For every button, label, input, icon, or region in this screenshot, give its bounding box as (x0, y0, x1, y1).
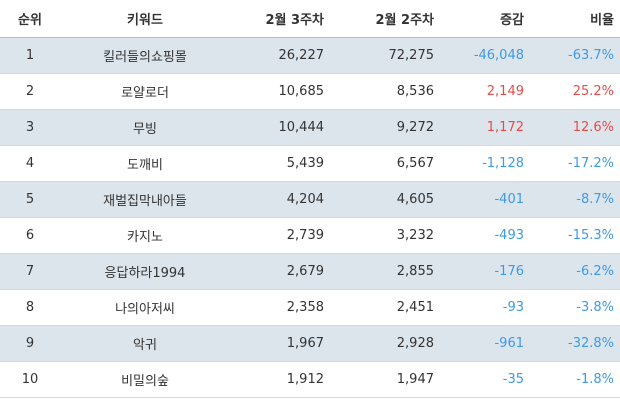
cell-ratio: -8.7% (576, 191, 614, 207)
cell-ratio: -15.3% (568, 227, 614, 243)
table-row: 1 킬러들의쇼핑몰 26,227 72,275 -46,048 -63.7% (0, 37, 620, 73)
cell-week2: 4,605 (396, 191, 434, 207)
cell-keyword: 도깨비 (127, 157, 163, 173)
cell-ratio: -17.2% (568, 155, 614, 171)
cell-week2: 72,275 (388, 47, 435, 63)
cell-week2: 3,232 (396, 227, 434, 243)
cell-ratio: -6.2% (576, 263, 614, 279)
cell-keyword: 나의아저씨 (115, 301, 175, 317)
cell-rank: 3 (25, 119, 35, 135)
cell-week2: 1,947 (396, 371, 434, 387)
cell-week2: 6,567 (396, 155, 434, 171)
cell-rank: 9 (25, 335, 35, 351)
cell-keyword: 악귀 (133, 337, 157, 353)
header-keyword: 키워드 (60, 0, 230, 38)
table-header: 순위 키워드 2월 3주차 2월 2주차 증감 비율 (0, 0, 620, 38)
cell-ratio: 25.2% (572, 83, 614, 99)
cell-rank: 7 (25, 263, 35, 279)
cell-week3: 1,912 (286, 371, 324, 387)
cell-change: -1,128 (482, 155, 524, 171)
cell-rank: 6 (25, 227, 35, 243)
cell-week3: 2,739 (286, 227, 324, 243)
cell-change: -961 (494, 335, 524, 351)
cell-ratio: -1.8% (576, 371, 614, 387)
cell-change: -493 (494, 227, 524, 243)
cell-rank: 1 (25, 47, 35, 63)
cell-week2: 2,451 (396, 299, 434, 315)
table-row: 8 나의아저씨 2,358 2,451 -93 -3.8% (0, 289, 620, 325)
table-row: 10 비밀의숲 1,912 1,947 -35 -1.8% (0, 361, 620, 397)
header-ratio: 비율 (530, 0, 620, 38)
cell-change: -401 (494, 191, 524, 207)
cell-keyword: 로얄로더 (121, 85, 169, 101)
cell-week3: 4,204 (286, 191, 324, 207)
table-row: 9 악귀 1,967 2,928 -961 -32.8% (0, 325, 620, 361)
cell-rank: 10 (21, 371, 39, 387)
cell-keyword: 무빙 (133, 121, 157, 137)
cell-week2: 8,536 (396, 83, 434, 99)
cell-change: 1,172 (486, 119, 524, 135)
cell-week3: 1,967 (286, 335, 324, 351)
cell-rank: 5 (25, 191, 35, 207)
cell-week3: 10,444 (278, 119, 325, 135)
cell-change: -93 (502, 299, 524, 315)
cell-keyword: 킬러들의쇼핑몰 (103, 49, 187, 65)
table-row: 7 응답하라1994 2,679 2,855 -176 -6.2% (0, 253, 620, 289)
cell-keyword: 재벌집막내아들 (103, 193, 187, 209)
cell-week2: 2,855 (396, 263, 434, 279)
header-change: 증감 (440, 0, 530, 38)
cell-ratio: -3.8% (576, 299, 614, 315)
cell-week3: 26,227 (278, 47, 325, 63)
header-week2: 2월 2주차 (330, 0, 440, 38)
cell-change: -35 (502, 371, 524, 387)
cell-week3: 2,358 (286, 299, 324, 315)
table-row: 6 카지노 2,739 3,232 -493 -15.3% (0, 217, 620, 253)
cell-week2: 9,272 (396, 119, 434, 135)
cell-keyword: 비밀의숲 (121, 373, 169, 389)
cell-week3: 10,685 (278, 83, 325, 99)
cell-rank: 8 (25, 299, 35, 315)
cell-keyword: 카지노 (127, 229, 163, 245)
cell-ratio: 12.6% (572, 119, 614, 135)
header-row: 순위 키워드 2월 3주차 2월 2주차 증감 비율 (0, 0, 620, 38)
table-row: 4 도깨비 5,439 6,567 -1,128 -17.2% (0, 145, 620, 181)
cell-week2: 2,928 (396, 335, 434, 351)
cell-week3: 5,439 (286, 155, 324, 171)
cell-change: 2,149 (486, 83, 524, 99)
cell-ratio: -63.7% (568, 47, 614, 63)
table-row: 5 재벌집막내아들 4,204 4,605 -401 -8.7% (0, 181, 620, 217)
table-body: 1 킬러들의쇼핑몰 26,227 72,275 -46,048 -63.7% 2… (0, 37, 620, 397)
cell-change: -46,048 (473, 47, 524, 63)
header-week3: 2월 3주차 (230, 0, 330, 38)
cell-rank: 4 (25, 155, 35, 171)
cell-week3: 2,679 (286, 263, 324, 279)
table-row: 2 로얄로더 10,685 8,536 2,149 25.2% (0, 73, 620, 109)
table-row: 3 무빙 10,444 9,272 1,172 12.6% (0, 109, 620, 145)
cell-keyword: 응답하라1994 (104, 265, 186, 281)
cell-rank: 2 (25, 83, 35, 99)
header-rank: 순위 (0, 0, 60, 38)
cell-change: -176 (494, 263, 524, 279)
cell-ratio: -32.8% (568, 335, 614, 351)
